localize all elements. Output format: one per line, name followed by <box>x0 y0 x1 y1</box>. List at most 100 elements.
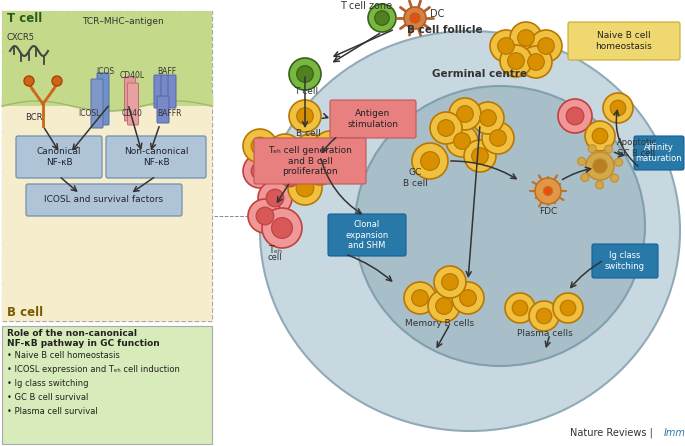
Circle shape <box>258 181 292 215</box>
Circle shape <box>438 120 454 136</box>
Circle shape <box>453 132 471 149</box>
Circle shape <box>527 54 545 70</box>
Circle shape <box>543 186 553 195</box>
FancyBboxPatch shape <box>97 73 109 125</box>
Circle shape <box>535 178 561 204</box>
Circle shape <box>248 199 282 233</box>
Text: Memory B cells: Memory B cells <box>406 319 475 329</box>
Circle shape <box>430 112 462 144</box>
Text: Antigen
stimulation: Antigen stimulation <box>347 109 399 129</box>
Circle shape <box>610 174 619 182</box>
Circle shape <box>520 46 552 78</box>
Circle shape <box>460 290 476 306</box>
Circle shape <box>586 152 614 180</box>
Circle shape <box>452 282 484 314</box>
Circle shape <box>605 145 612 153</box>
Text: Plasma cells: Plasma cells <box>517 330 573 339</box>
Circle shape <box>268 134 302 168</box>
Ellipse shape <box>260 31 680 431</box>
Circle shape <box>588 145 596 153</box>
Circle shape <box>585 121 615 151</box>
Circle shape <box>538 37 554 54</box>
Text: Germinal centre: Germinal centre <box>432 69 527 79</box>
Circle shape <box>412 143 448 179</box>
Text: T cell: T cell <box>294 87 318 95</box>
FancyBboxPatch shape <box>168 75 176 108</box>
Circle shape <box>518 30 534 46</box>
Circle shape <box>581 173 589 182</box>
Text: Immunology: Immunology <box>664 428 685 438</box>
Circle shape <box>593 128 608 144</box>
Circle shape <box>593 159 608 173</box>
Circle shape <box>276 142 294 160</box>
Text: Nature Reviews |: Nature Reviews | <box>570 428 656 438</box>
Text: FDC: FDC <box>539 207 557 216</box>
Circle shape <box>498 37 514 54</box>
Text: T cell: T cell <box>7 12 42 25</box>
FancyBboxPatch shape <box>125 77 136 121</box>
FancyBboxPatch shape <box>2 106 212 321</box>
Circle shape <box>412 290 428 306</box>
Circle shape <box>404 282 436 314</box>
Circle shape <box>281 169 299 187</box>
FancyBboxPatch shape <box>127 83 138 125</box>
Circle shape <box>289 58 321 90</box>
Text: CD40L: CD40L <box>120 71 145 80</box>
Circle shape <box>558 99 592 133</box>
Circle shape <box>266 189 284 207</box>
Circle shape <box>296 179 314 197</box>
Circle shape <box>404 7 426 29</box>
Circle shape <box>297 107 313 124</box>
FancyBboxPatch shape <box>328 214 406 256</box>
FancyBboxPatch shape <box>592 244 658 278</box>
Circle shape <box>457 106 473 122</box>
Text: BCR: BCR <box>25 112 42 121</box>
Circle shape <box>434 266 466 298</box>
Text: BAFF: BAFF <box>157 67 176 77</box>
Circle shape <box>271 218 292 239</box>
Circle shape <box>595 181 603 189</box>
FancyBboxPatch shape <box>106 136 206 178</box>
Circle shape <box>52 76 62 86</box>
Circle shape <box>510 22 542 54</box>
Circle shape <box>297 66 313 83</box>
FancyBboxPatch shape <box>161 75 169 108</box>
Circle shape <box>490 130 506 146</box>
Circle shape <box>321 139 339 157</box>
Circle shape <box>243 154 277 188</box>
Text: • GC B cell survival: • GC B cell survival <box>7 392 88 401</box>
Circle shape <box>472 148 488 164</box>
FancyBboxPatch shape <box>568 22 680 60</box>
Circle shape <box>313 131 347 165</box>
Circle shape <box>442 274 458 290</box>
Text: Apoptotic
GC B cell: Apoptotic GC B cell <box>617 138 657 158</box>
FancyBboxPatch shape <box>2 326 212 444</box>
Circle shape <box>24 76 34 86</box>
Circle shape <box>311 159 329 177</box>
Circle shape <box>243 129 277 163</box>
Text: Canonical
NF-κB: Canonical NF-κB <box>37 147 82 167</box>
Circle shape <box>536 308 552 324</box>
Circle shape <box>505 293 535 323</box>
Text: Tₑₕ: Tₑₕ <box>268 245 282 255</box>
FancyBboxPatch shape <box>26 184 182 216</box>
Circle shape <box>603 93 633 123</box>
Text: Role of the non-canonical: Role of the non-canonical <box>7 329 137 338</box>
Circle shape <box>410 13 420 23</box>
Text: ICOSL and survival factors: ICOSL and survival factors <box>45 195 164 205</box>
Circle shape <box>436 297 452 314</box>
Text: NF-κB pathway in GC function: NF-κB pathway in GC function <box>7 339 160 347</box>
Circle shape <box>288 171 322 205</box>
Text: ICOS: ICOS <box>96 67 114 77</box>
Circle shape <box>251 162 269 180</box>
Circle shape <box>553 293 583 323</box>
Circle shape <box>256 207 274 225</box>
FancyBboxPatch shape <box>154 75 162 108</box>
Text: Affinity
maturation: Affinity maturation <box>636 143 682 163</box>
Text: cell: cell <box>268 253 283 263</box>
Circle shape <box>566 107 584 125</box>
Circle shape <box>251 137 269 155</box>
Circle shape <box>482 122 514 154</box>
Circle shape <box>301 142 319 160</box>
FancyBboxPatch shape <box>2 11 212 106</box>
